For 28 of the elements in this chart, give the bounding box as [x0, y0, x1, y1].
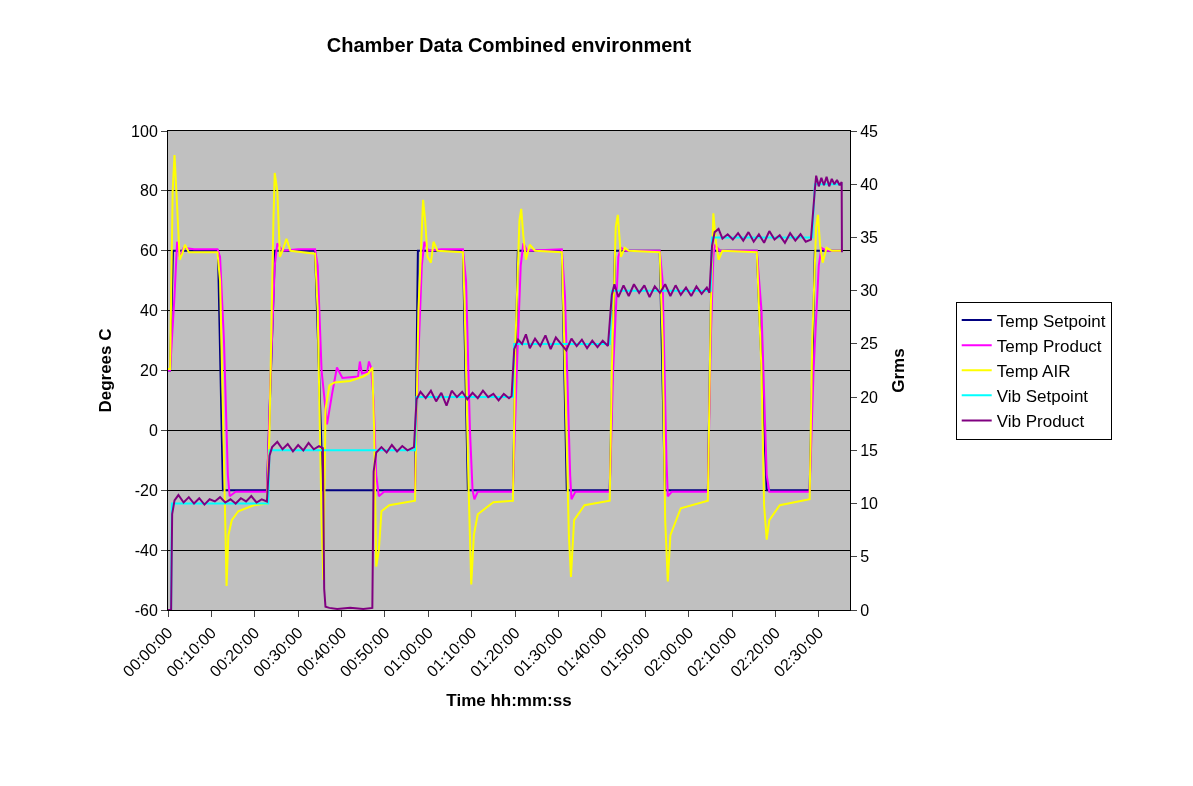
y-tick-label: 100	[131, 122, 158, 140]
y2-tick-label: 35	[860, 229, 879, 247]
y-tick-label: -40	[134, 541, 158, 559]
legend-label: Temp Product	[996, 336, 1102, 356]
y-tick-label: 80	[140, 182, 158, 200]
y-tick-label: 20	[140, 362, 158, 380]
legend-label: Vib Setpoint	[996, 386, 1089, 406]
y-tick-label: 0	[148, 421, 158, 439]
y2-tick-label: 20	[860, 388, 879, 406]
y-tick-label: -20	[134, 481, 158, 499]
y2-tick-label: 0	[860, 601, 870, 619]
y2-tick-label: 5	[860, 548, 870, 566]
y2-axis-title: Grms	[889, 348, 909, 393]
y2-tick-label: 30	[860, 282, 879, 300]
y-tick-label: -60	[134, 601, 158, 619]
y2-tick-label: 10	[860, 495, 879, 513]
y2-tick-label: 40	[860, 175, 879, 193]
legend-label: Temp Setpoint	[996, 311, 1106, 331]
chart-title: Chamber Data Combined environment	[326, 34, 692, 56]
y-tick-label: 60	[140, 242, 158, 260]
legend-label: Vib Product	[996, 412, 1085, 432]
legend-label: Temp AIR	[996, 361, 1071, 381]
y-axis-title: Degrees C	[95, 328, 115, 413]
y2-tick-label: 15	[860, 441, 879, 459]
y2-tick-label: 25	[860, 335, 879, 353]
y-tick-label: 40	[140, 302, 158, 320]
x-axis-title: Time hh:mm:ss	[446, 691, 572, 711]
y2-tick-label: 45	[860, 122, 879, 140]
